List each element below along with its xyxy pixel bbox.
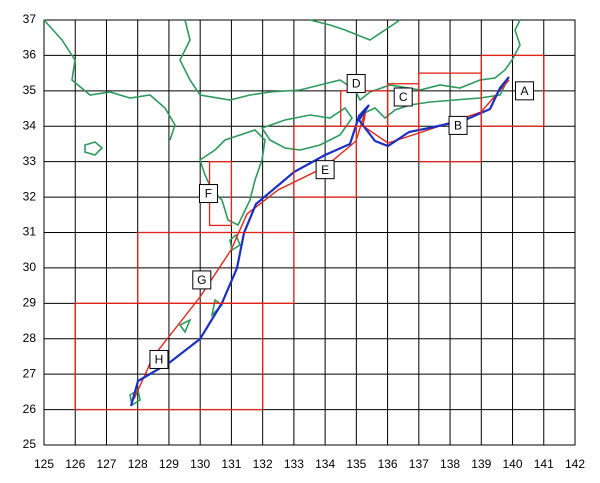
coastline [179, 19, 521, 102]
coastline [43, 19, 176, 141]
region-box [74, 302, 264, 411]
x-tick-label: 130 [190, 457, 210, 471]
tick-labels: 125 126 127 128 129 130 131 132 133 134 135 136 137 1… [23, 12, 586, 471]
x-tick-label: 141 [534, 457, 554, 471]
region-label-box [515, 81, 535, 101]
region-label: F [205, 187, 212, 201]
region-label: B [454, 119, 462, 133]
y-tick-label: 36 [23, 48, 37, 62]
x-tick-label: 135 [346, 457, 366, 471]
region-label: G [197, 273, 206, 287]
y-tick-label: 25 [23, 437, 37, 451]
region-label: C [399, 90, 408, 104]
y-tick-label: 37 [23, 12, 37, 26]
x-tick-label: 131 [221, 457, 241, 471]
x-tick-label: 140 [503, 457, 523, 471]
x-tick-label: 129 [159, 457, 179, 471]
y-tick-label: 27 [23, 366, 37, 380]
x-tick-label: 128 [128, 457, 148, 471]
y-tick-label: 33 [23, 154, 37, 168]
x-tick-label: 137 [409, 457, 429, 471]
y-tick-label: 30 [23, 260, 37, 274]
y-tick-label: 35 [23, 83, 37, 97]
y-tick-label: 34 [23, 118, 37, 132]
y-tick-label: 29 [23, 296, 37, 310]
region-label-box [315, 160, 335, 180]
region-label: E [321, 163, 329, 177]
region-label: H [155, 353, 164, 367]
x-tick-label: 139 [471, 457, 491, 471]
coastline [359, 84, 506, 120]
x-tick-label: 142 [565, 457, 585, 471]
region-label: D [352, 77, 361, 91]
y-tick-label: 32 [23, 189, 37, 203]
y-tick-label: 26 [23, 402, 37, 416]
region-label-box [149, 349, 169, 369]
x-tick-label: 133 [284, 457, 304, 471]
region-label-box [192, 270, 212, 290]
region-label-box [448, 115, 468, 135]
coastline [309, 19, 401, 41]
x-tick-label: 138 [440, 457, 460, 471]
x-tick-label: 127 [96, 457, 116, 471]
y-tick-label: 31 [23, 225, 37, 239]
region-box [293, 125, 358, 198]
region-label: A [521, 84, 529, 98]
x-tick-label: 125 [34, 457, 54, 471]
x-tick-label: 134 [315, 457, 335, 471]
region-label-box [346, 74, 366, 94]
coastline [84, 141, 104, 156]
y-tick-label: 28 [23, 331, 37, 345]
x-tick-label: 126 [65, 457, 85, 471]
region-label-box [198, 184, 218, 204]
x-tick-label: 136 [378, 457, 398, 471]
regions: A B C D E F G H [74, 54, 545, 411]
region-label-box [393, 87, 413, 107]
x-tick-label: 132 [253, 457, 273, 471]
